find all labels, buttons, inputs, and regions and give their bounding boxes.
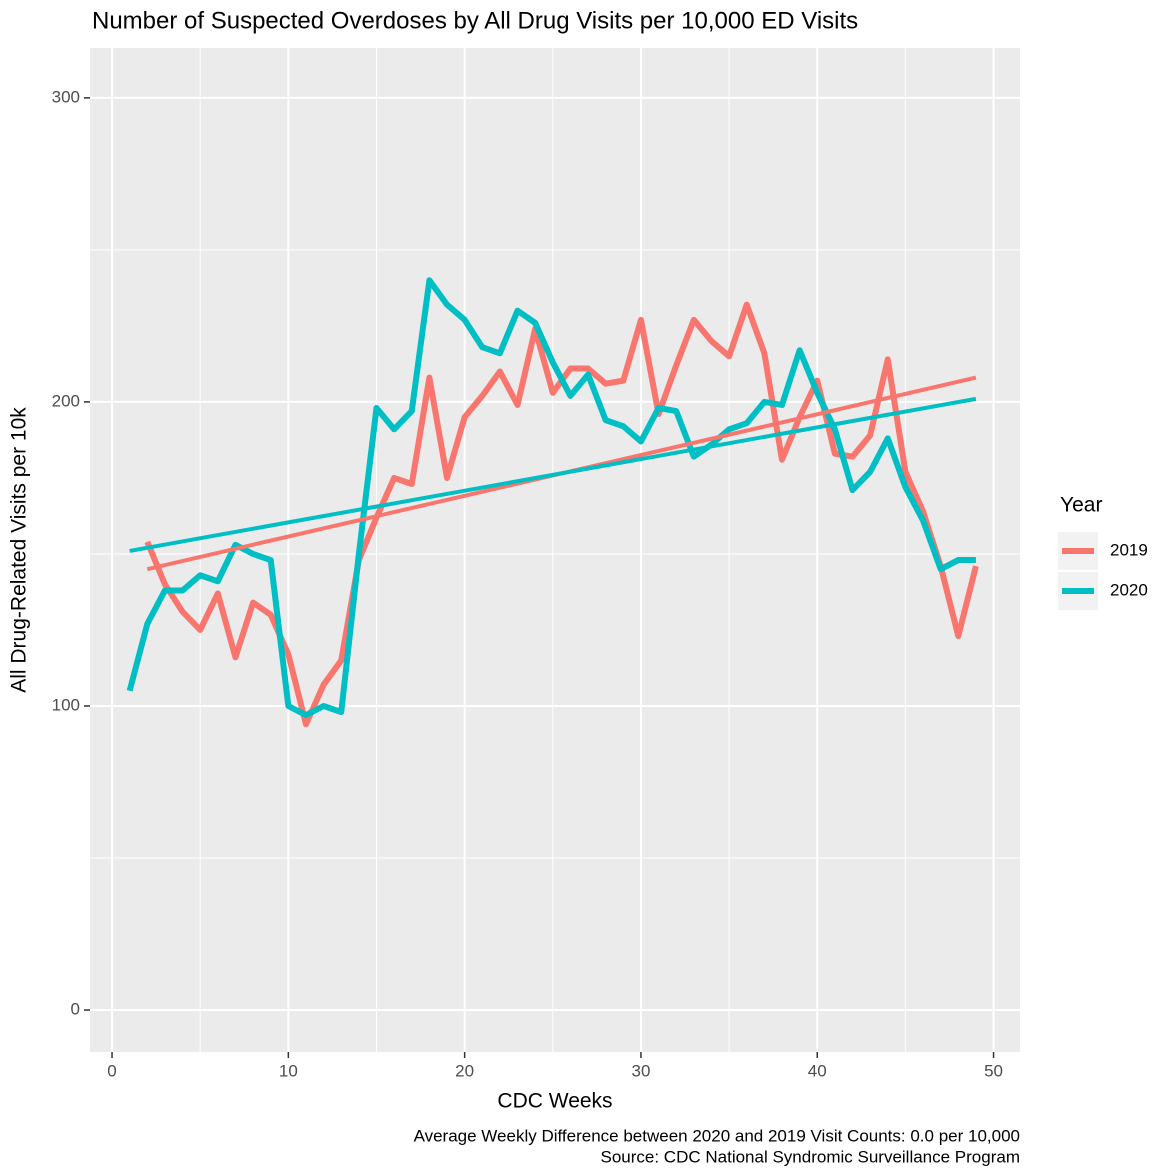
y-tick-label: 100 [52,695,80,714]
trend-line [129,396,977,553]
y-tick-label: 300 [52,87,80,106]
x-tick-label: 50 [984,1061,1003,1080]
grid [90,48,1020,1052]
x-tick-label: 30 [631,1061,650,1080]
caption: Source: CDC National Syndromic Surveilla… [601,1147,1021,1166]
x-tick-label: 20 [455,1061,474,1080]
x-axis-label: CDC Weeks [497,1090,612,1113]
y-tick-label: 0 [71,1000,80,1019]
x-tick-label: 40 [808,1061,827,1080]
legend-label: 2020 [1110,580,1148,599]
caption: Average Weekly Difference between 2020 a… [414,1126,1020,1145]
y-axis-label: All Drug-Related Visits per 10k [8,407,31,693]
legend-title: Year [1060,494,1102,517]
chart-title: Number of Suspected Overdoses by All Dru… [92,7,858,34]
x-tick-label: 0 [107,1061,116,1080]
legend-label: 2019 [1110,540,1148,559]
series-line [126,277,976,719]
x-tick-label: 10 [279,1061,298,1080]
lines [126,277,979,728]
y-tick-label: 200 [52,391,80,410]
